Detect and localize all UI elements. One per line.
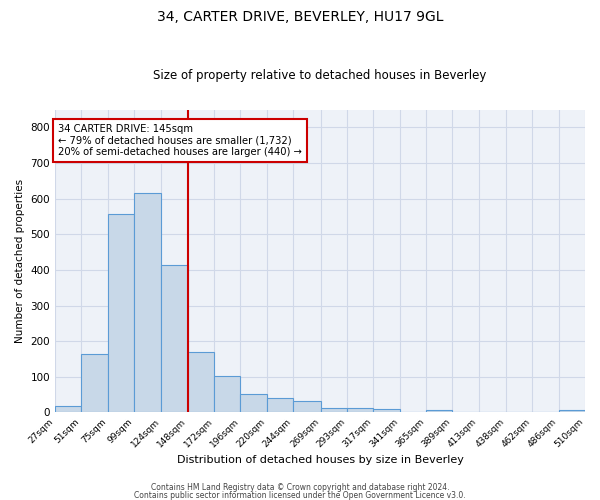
Text: Contains HM Land Registry data © Crown copyright and database right 2024.: Contains HM Land Registry data © Crown c… [151, 484, 449, 492]
Bar [82, 354, 108, 412]
Bar [267, 398, 293, 412]
Bar [347, 408, 373, 412]
Bar [55, 406, 82, 412]
X-axis label: Distribution of detached houses by size in Beverley: Distribution of detached houses by size … [176, 455, 463, 465]
Text: Contains public sector information licensed under the Open Government Licence v3: Contains public sector information licen… [134, 490, 466, 500]
Bar [373, 409, 400, 412]
Bar [320, 408, 347, 412]
Title: Size of property relative to detached houses in Beverley: Size of property relative to detached ho… [154, 69, 487, 82]
Text: 34 CARTER DRIVE: 145sqm
← 79% of detached houses are smaller (1,732)
20% of semi: 34 CARTER DRIVE: 145sqm ← 79% of detache… [58, 124, 302, 157]
Bar [241, 394, 267, 412]
Bar [188, 352, 214, 412]
Bar [293, 401, 320, 412]
Bar [426, 410, 452, 412]
Bar [134, 194, 161, 412]
Bar [108, 214, 134, 412]
Bar [214, 376, 241, 412]
Bar [161, 266, 188, 412]
Bar [559, 410, 585, 412]
Y-axis label: Number of detached properties: Number of detached properties [15, 179, 25, 343]
Text: 34, CARTER DRIVE, BEVERLEY, HU17 9GL: 34, CARTER DRIVE, BEVERLEY, HU17 9GL [157, 10, 443, 24]
